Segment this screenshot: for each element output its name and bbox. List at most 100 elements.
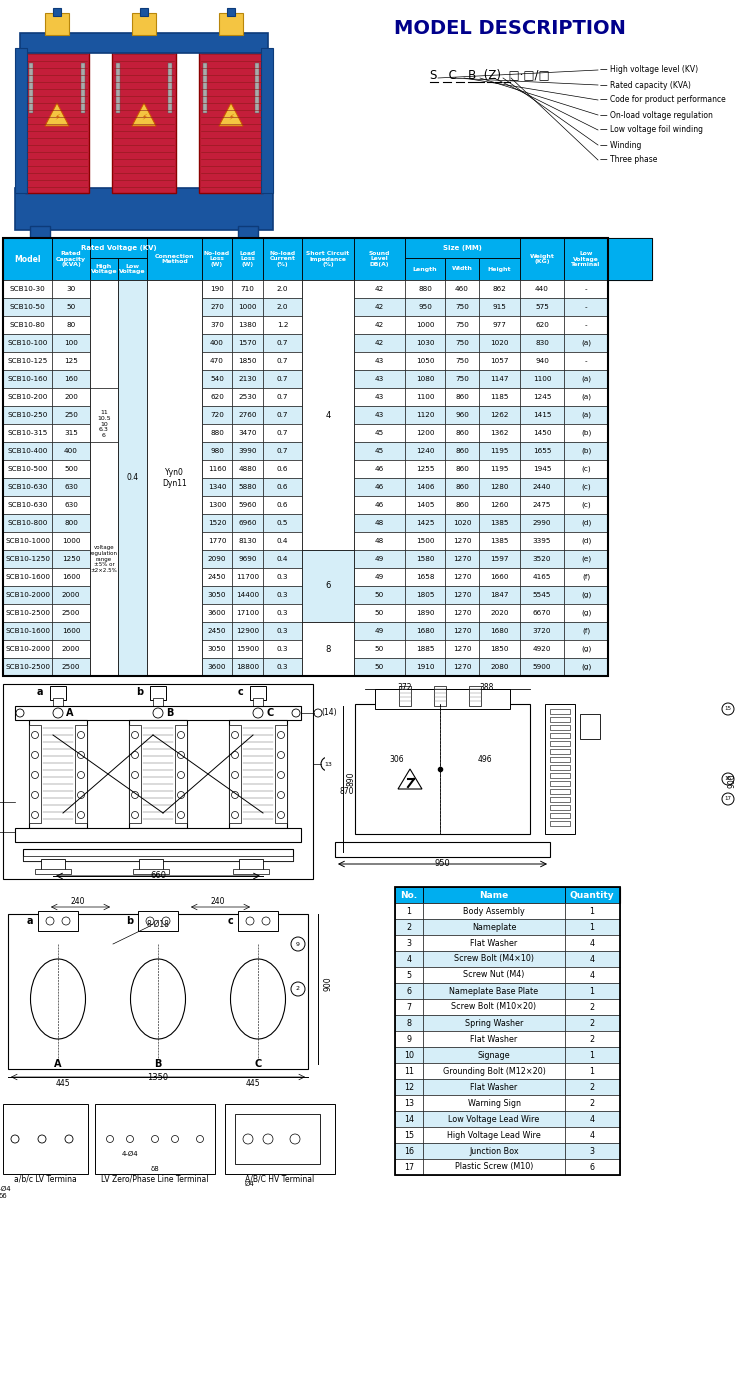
Bar: [202, 586, 232, 604]
Text: 1300: 1300: [208, 502, 226, 508]
Circle shape: [278, 792, 284, 799]
Text: 49: 49: [375, 556, 384, 562]
Text: C: C: [254, 1058, 262, 1070]
Bar: [565, 1016, 620, 1031]
Bar: [335, 842, 550, 857]
Bar: [3, 569, 52, 586]
Bar: [550, 798, 570, 802]
Ellipse shape: [130, 959, 185, 1039]
Text: 1020: 1020: [453, 520, 471, 526]
Bar: [147, 533, 202, 551]
Bar: [479, 442, 520, 460]
Bar: [118, 442, 147, 460]
Bar: [423, 1143, 565, 1159]
Bar: [445, 460, 479, 477]
Bar: [520, 460, 564, 477]
Bar: [354, 460, 405, 477]
Circle shape: [38, 1134, 46, 1143]
Text: SCB10-315: SCB10-315: [8, 431, 48, 436]
Bar: [564, 280, 608, 298]
Circle shape: [65, 1134, 73, 1143]
Text: 50: 50: [375, 610, 384, 615]
Bar: [550, 724, 570, 730]
Bar: [263, 658, 302, 676]
Text: Flat Washer: Flat Washer: [470, 1035, 518, 1043]
Text: 400: 400: [210, 339, 224, 346]
Text: b: b: [127, 916, 134, 926]
Bar: [564, 316, 608, 334]
Text: Grounding Bolt (M12×20): Grounding Bolt (M12×20): [442, 1067, 545, 1075]
Circle shape: [722, 793, 734, 805]
Bar: [479, 280, 520, 298]
Text: Screw Bolt (M4×10): Screw Bolt (M4×10): [454, 955, 534, 963]
Bar: [395, 1159, 423, 1174]
Text: 190: 190: [210, 286, 224, 293]
Text: 80: 80: [66, 322, 76, 328]
Text: SCB10-630: SCB10-630: [8, 484, 48, 490]
Bar: [150, 686, 166, 700]
Circle shape: [232, 792, 238, 799]
Bar: [90, 460, 118, 477]
Text: 800: 800: [64, 520, 78, 526]
Bar: [550, 741, 570, 747]
Bar: [520, 569, 564, 586]
Bar: [52, 477, 90, 495]
Bar: [565, 967, 620, 983]
Bar: [3, 622, 52, 640]
Text: 1: 1: [590, 922, 595, 932]
Text: 2090: 2090: [208, 556, 226, 562]
Text: 30: 30: [66, 286, 76, 293]
Bar: [405, 280, 445, 298]
Text: 750: 750: [455, 322, 469, 328]
Bar: [520, 352, 564, 370]
Bar: [445, 258, 479, 280]
Text: 1350: 1350: [148, 1072, 169, 1082]
Bar: [147, 280, 202, 676]
Bar: [118, 640, 147, 658]
Circle shape: [290, 1134, 300, 1144]
Text: 16: 16: [404, 1147, 414, 1155]
Text: 0.3: 0.3: [277, 646, 288, 651]
Bar: [227, 8, 235, 17]
Text: 1847: 1847: [490, 592, 508, 598]
Bar: [405, 370, 445, 388]
Bar: [153, 698, 163, 707]
Text: (b): (b): [580, 429, 591, 436]
Bar: [235, 1114, 320, 1163]
Circle shape: [16, 709, 24, 718]
Text: (g): (g): [580, 592, 591, 599]
Text: SCB10-1600: SCB10-1600: [5, 628, 50, 633]
Bar: [202, 495, 232, 513]
Text: 14400: 14400: [236, 592, 259, 598]
Text: — On-load voltage regulation: — On-load voltage regulation: [600, 110, 712, 120]
Text: Length: Length: [413, 266, 437, 272]
Bar: [147, 640, 202, 658]
Bar: [565, 1143, 620, 1159]
Circle shape: [11, 1134, 19, 1143]
Bar: [202, 237, 232, 280]
Bar: [90, 406, 118, 424]
Circle shape: [232, 752, 238, 759]
Bar: [118, 352, 147, 370]
Text: 915: 915: [493, 304, 506, 310]
Text: SCB10-125: SCB10-125: [8, 357, 48, 364]
Text: Name: Name: [479, 890, 508, 900]
Text: 240: 240: [70, 897, 86, 905]
Bar: [263, 477, 302, 495]
Bar: [81, 63, 85, 113]
Text: 8-Ø18: 8-Ø18: [146, 919, 170, 929]
Bar: [138, 911, 178, 932]
Text: 18800: 18800: [236, 664, 259, 671]
Bar: [479, 258, 520, 280]
Bar: [15, 188, 273, 230]
Bar: [445, 586, 479, 604]
Circle shape: [232, 811, 238, 818]
Bar: [202, 316, 232, 334]
Text: Low Voltage Lead Wire: Low Voltage Lead Wire: [448, 1115, 540, 1123]
Bar: [52, 334, 90, 352]
Bar: [302, 370, 354, 388]
Bar: [52, 442, 90, 460]
Text: 1057: 1057: [490, 357, 508, 364]
Text: (f): (f): [582, 628, 590, 635]
Text: — Code for product performance: — Code for product performance: [600, 95, 726, 105]
